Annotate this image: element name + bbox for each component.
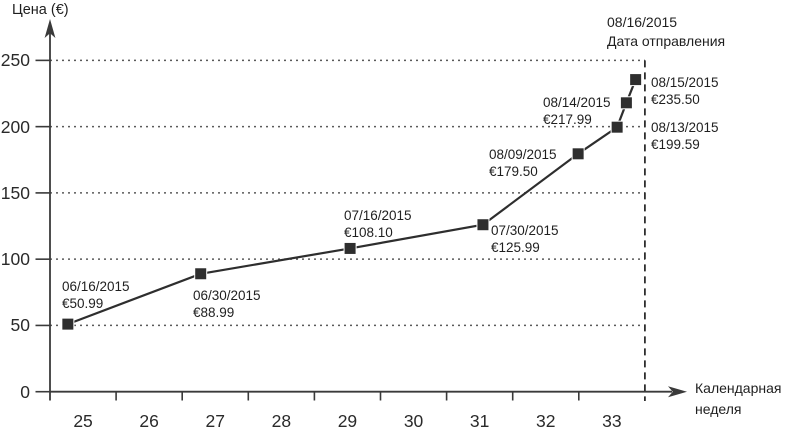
departure-date: 08/16/2015: [607, 14, 678, 30]
x-tick-label-27: 27: [205, 411, 225, 429]
point-date: 06/16/2015: [62, 279, 130, 294]
data-point-marker-5: [610, 120, 624, 134]
data-point-marker-2: [343, 241, 357, 255]
y-tick-label-250: 250: [0, 50, 30, 71]
data-point-marker-0: [61, 317, 75, 331]
y-tick-label-100: 100: [0, 249, 30, 270]
point-annotation-4: 08/09/2015 €179.50: [489, 146, 557, 180]
x-tick-label-30: 30: [403, 411, 424, 429]
point-price: €108.10: [344, 225, 393, 240]
point-date: 08/14/2015: [543, 95, 611, 110]
point-date: 08/09/2015: [489, 147, 557, 162]
point-date: 06/30/2015: [193, 288, 261, 303]
departure-annotation: 08/16/2015 Дата отправления: [607, 13, 725, 51]
point-price: €217.99: [543, 112, 592, 127]
point-annotation-2: 07/16/2015 €108.10: [344, 207, 412, 241]
data-point-marker-4: [571, 147, 585, 161]
point-annotation-6: 08/14/2015 €217.99: [543, 94, 611, 128]
point-annotation-7: 08/15/2015 €235.50: [651, 74, 719, 108]
y-tick-label-0: 0: [20, 381, 30, 402]
x-tick-label-25: 25: [73, 411, 93, 429]
point-date: 08/13/2015: [651, 120, 719, 135]
point-annotation-3: 07/30/2015 €125.99: [491, 222, 559, 256]
point-date: 07/16/2015: [344, 208, 412, 223]
point-price: €199.59: [651, 137, 700, 152]
x-tick-label-26: 26: [139, 411, 159, 429]
data-point-marker-1: [194, 267, 208, 281]
x-tick-label-29: 29: [337, 411, 358, 429]
x-tick-label-28: 28: [271, 411, 292, 429]
point-date: 08/15/2015: [651, 75, 719, 90]
x-axis-title: Календарная неделя: [695, 380, 782, 417]
data-point-marker-6: [619, 96, 633, 110]
x-tick-label-33: 33: [602, 411, 622, 429]
point-price: €235.50: [651, 92, 700, 107]
data-point-marker-3: [476, 218, 490, 232]
point-annotation-1: 06/30/2015 €88.99: [193, 287, 261, 321]
x-tick-label-32: 32: [536, 411, 556, 429]
point-price: €50.99: [62, 296, 104, 311]
point-price: €179.50: [489, 164, 538, 179]
point-annotation-5: 08/13/2015 €199.59: [651, 119, 719, 153]
x-tick-label-31: 31: [469, 411, 490, 429]
departure-text: Дата отправления: [607, 33, 726, 49]
y-tick-label-50: 50: [10, 315, 30, 336]
x-axis-arrow-icon: [668, 386, 687, 398]
y-axis-arrow-icon: [44, 19, 56, 38]
point-annotation-0: 06/16/2015 €50.99: [62, 278, 130, 312]
data-point-marker-7: [629, 73, 643, 87]
point-price: €125.99: [491, 240, 540, 255]
y-tick-label-150: 150: [0, 182, 30, 203]
y-axis-title: Цена (€): [12, 2, 69, 18]
y-tick-label-200: 200: [0, 116, 30, 137]
point-date: 07/30/2015: [491, 223, 559, 238]
point-price: €88.99: [193, 305, 235, 320]
